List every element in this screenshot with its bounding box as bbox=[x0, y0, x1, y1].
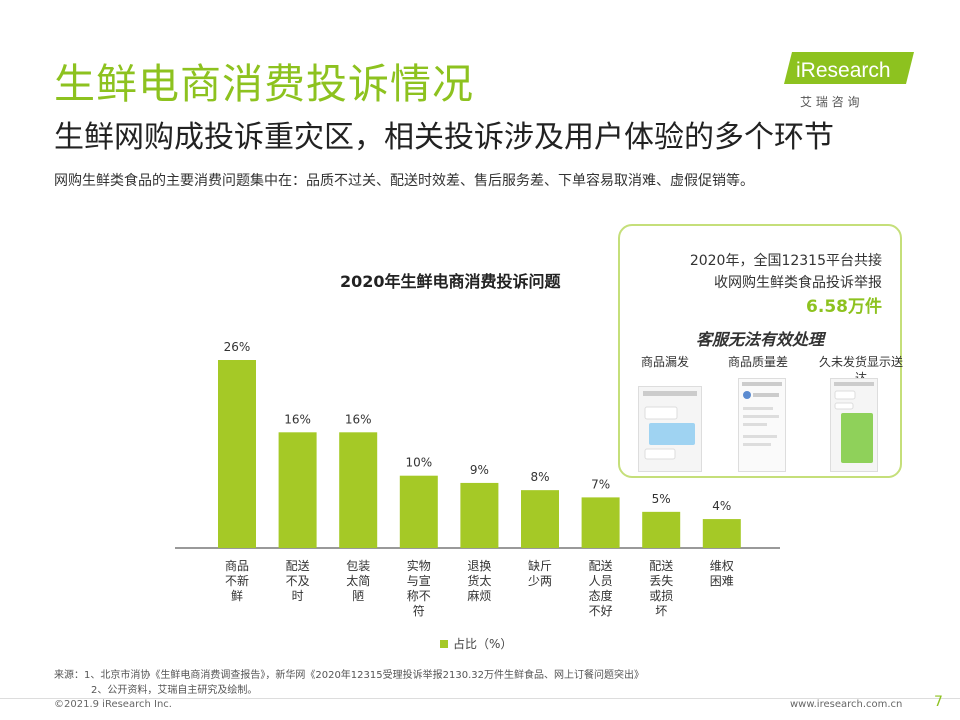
website-url: www.iresearch.com.cn bbox=[790, 699, 903, 710]
callout-value: 6.58万件 bbox=[806, 297, 882, 317]
category-label-3: 实物与宣称不符 bbox=[407, 558, 431, 618]
chart-legend: 占比（%） bbox=[440, 635, 512, 652]
legend-swatch bbox=[440, 640, 448, 648]
bar-7 bbox=[642, 511, 681, 548]
screenshot-label-poor-quality: 商品质量差 bbox=[727, 355, 788, 369]
bar-0 bbox=[218, 360, 256, 548]
category-label-4: 退换货太麻烦 bbox=[467, 559, 491, 603]
page-subtitle: 生鲜网购成投诉重灾区，相关投诉涉及用户体验的多个环节 bbox=[54, 120, 834, 155]
footer-divider bbox=[0, 698, 960, 699]
category-label-2: 包装太简陋 bbox=[346, 559, 370, 603]
screenshot-missing-item bbox=[638, 386, 702, 472]
copyright-text: ©2021.9 iResearch Inc. bbox=[54, 699, 172, 710]
screenshot-poor-quality bbox=[738, 378, 786, 472]
bar-1 bbox=[278, 432, 317, 548]
bar-value-label-3: 10% bbox=[405, 456, 432, 470]
category-label-7: 配送丢失或损坏 bbox=[649, 558, 673, 618]
bar-value-label-1: 16% bbox=[284, 412, 311, 426]
category-label-8: 维权困难 bbox=[710, 559, 734, 588]
callout-line-2: 收网购生鲜类食品投诉举报 bbox=[714, 275, 882, 291]
iresearch-logo: iResearch 艾 瑞 咨 询 bbox=[784, 52, 914, 109]
bar-8 bbox=[702, 519, 741, 548]
summary-text: 网购生鲜类食品的主要消费问题集中在：品质不过关、配送时效差、售后服务差、下单容易… bbox=[54, 173, 754, 189]
bar-2 bbox=[339, 432, 378, 548]
source-line-1: 来源：1、北京市消协《生鲜电商消费调查报告》，新华网《2020年12315受理投… bbox=[54, 670, 644, 681]
callout-line-1: 2020年，全国12315平台共接 bbox=[689, 253, 882, 269]
logo-chinese-text: 艾 瑞 咨 询 bbox=[800, 94, 859, 109]
page-number: 7 bbox=[934, 694, 943, 710]
category-label-6: 配送人员态度不好 bbox=[589, 558, 613, 618]
bar-value-label-7: 5% bbox=[652, 492, 671, 506]
chart-title: 2020年生鲜电商消费投诉问题 bbox=[340, 272, 561, 291]
bar-value-label-8: 4% bbox=[712, 499, 731, 513]
complaint-callout: 2020年，全国12315平台共接 收网购生鲜类食品投诉举报 6.58万件 客服… bbox=[618, 224, 903, 478]
bar-5 bbox=[521, 490, 559, 548]
legend-label: 占比（%） bbox=[453, 637, 513, 651]
bar-value-label-4: 9% bbox=[470, 463, 489, 477]
category-label-5: 缺斤少两 bbox=[528, 558, 552, 588]
bar-value-label-5: 8% bbox=[530, 470, 549, 484]
logo-banner bbox=[784, 52, 914, 84]
bar-value-label-6: 7% bbox=[591, 477, 610, 491]
screenshot-not-shipped bbox=[830, 378, 878, 472]
bar-6 bbox=[581, 497, 620, 548]
source-line-2: 2、公开资料，艾瑞自主研究及绘制。 bbox=[91, 685, 258, 696]
bar-value-label-0: 26% bbox=[224, 340, 251, 354]
logo-brand-text: iResearch bbox=[796, 59, 891, 82]
category-label-1: 配送不及时 bbox=[286, 558, 310, 603]
category-label-0: 商品不新鲜 bbox=[225, 558, 249, 603]
page-title: 生鲜电商消费投诉情况 bbox=[54, 60, 474, 108]
bar-4 bbox=[460, 482, 499, 548]
callout-heading: 客服无法有效处理 bbox=[695, 330, 824, 349]
bar-value-label-2: 16% bbox=[345, 412, 372, 426]
screenshot-label-missing-item: 商品漏发 bbox=[640, 355, 689, 369]
bar-3 bbox=[399, 475, 438, 548]
